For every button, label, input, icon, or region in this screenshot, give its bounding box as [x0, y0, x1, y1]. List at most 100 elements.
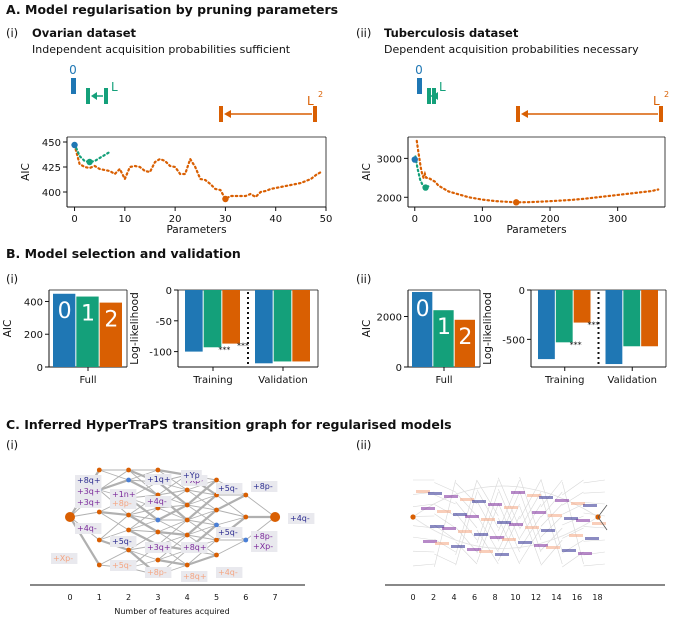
chart-b-i-full-category-label: Full — [79, 375, 96, 386]
graph-ii-tick-1: 2 — [431, 593, 436, 602]
chart-a-ii-xtick-label-2: 200 — [540, 214, 559, 225]
graph-i-label: +8p- — [253, 482, 273, 491]
chart-b-i-ll-ylabel: Log-likelihood — [129, 292, 141, 365]
graph-i-edge — [128, 514, 159, 533]
graph-i-node — [184, 562, 190, 568]
schem-a-i-modelL-arrowhead — [91, 92, 97, 100]
chart-a-i-ytick-label-0: 400 — [42, 188, 61, 199]
chart-b-ii-ll-bar-validation-1 — [623, 290, 641, 347]
graph-ii-label — [518, 541, 532, 544]
graph-ii-edge — [561, 481, 584, 565]
graph-ii-edge — [434, 513, 456, 529]
graph-ii-label — [451, 545, 465, 548]
schem-a-ii-model0-label: 0 — [415, 63, 423, 77]
graph-ii-label — [472, 500, 486, 503]
graph-ii-label — [548, 514, 562, 517]
chart-b-ii-full-bar-label-2: 2 — [458, 325, 472, 350]
schem-a-ii-modelL-bar-left — [427, 88, 431, 104]
graph-i-node — [214, 507, 219, 513]
graph-i-edge — [128, 469, 159, 496]
graph-i-edge — [157, 519, 188, 533]
graph-ii-edge — [455, 491, 478, 566]
graph-i-edge — [186, 553, 217, 567]
graph-ii-edge — [434, 494, 456, 505]
graph-ii-edge — [540, 515, 563, 538]
graph-ii-edge — [412, 550, 435, 553]
panel-b-ii-tag: (ii) — [356, 272, 371, 286]
graph-i-node — [126, 512, 131, 518]
chart-a-i-series-green — [73, 142, 111, 164]
graph-i-edge — [157, 489, 188, 496]
graph-i-node — [155, 517, 161, 523]
graph-i-node — [184, 502, 190, 508]
graph-i-node — [96, 562, 102, 568]
graph-i-tick-3: 3 — [155, 593, 160, 602]
graph-ii-edge — [540, 539, 563, 566]
graph-i-label: +4q- — [147, 497, 167, 506]
graph-ii-edge — [583, 526, 605, 529]
graph-i-xlabel: Number of features acquired — [114, 607, 229, 616]
heading-b: B. Model selection and validation — [6, 246, 241, 261]
chart-a-i-min-point-orange — [222, 195, 229, 203]
graph-ii-edge — [519, 503, 542, 539]
graph-ii-label — [532, 511, 546, 514]
graph-ii-label — [509, 523, 523, 526]
panel-b-i-tag: (i) — [6, 272, 18, 286]
graph-i-tick-0: 0 — [67, 593, 72, 602]
graph-ii-edge — [412, 536, 435, 541]
graph-i-label-bg — [145, 542, 172, 553]
graph-i-edge — [99, 549, 129, 566]
graph-ii-edge — [583, 539, 605, 542]
chart-b-ii-ll-sig-1: *** — [570, 340, 582, 349]
chart-a-i-min-point-green — [86, 158, 93, 166]
chart-b-ii-full-bar-0 — [412, 292, 433, 367]
graph-ii-label — [564, 517, 578, 520]
schem-a-ii-modelL-arrowhead — [432, 92, 438, 100]
graph-ii-label — [495, 553, 509, 556]
graph-i-label-bg — [75, 486, 102, 497]
graph-i-edge — [128, 479, 159, 496]
chart-b-i-full-bar-label-0: 0 — [58, 299, 72, 324]
graph-i-edge — [157, 504, 188, 509]
graph-ii-label — [467, 548, 481, 551]
graph-ii-start-node — [410, 514, 416, 520]
schem-a-i-modelL-bar-right — [104, 88, 108, 104]
graph-ii-edge — [583, 479, 605, 484]
graph-ii-edge — [498, 489, 520, 541]
graph-ii-label — [488, 503, 502, 506]
graph-i-label: +4q- — [218, 568, 238, 577]
graph-i-edge — [157, 469, 188, 491]
graph-i-edge — [157, 530, 188, 537]
graph-i-tick-7: 7 — [273, 593, 278, 602]
graph-i-label-bg — [110, 489, 137, 500]
chart-b-i-full-bar-1 — [76, 296, 99, 367]
graph-ii-label — [546, 546, 560, 549]
graph-ii-label — [504, 506, 518, 509]
chart-b-ii-full-bar-label-1: 1 — [437, 315, 451, 340]
chart-b-ii-ll-ytick-label-1: -500 — [502, 335, 525, 346]
figure-marks: A. Model regularisation by pruning param… — [2, 2, 669, 616]
graph-i-node — [126, 477, 131, 483]
graph-ii-tick-6: 12 — [531, 593, 541, 602]
graph-i-tick-1: 1 — [97, 593, 102, 602]
graph-ii-tick-0: 0 — [410, 593, 415, 602]
graph-i-label: +Yp — [183, 471, 200, 480]
graph-i-label: +1n+ — [112, 490, 136, 499]
graph-i-node — [155, 557, 161, 563]
graph-i-edge — [99, 469, 129, 481]
chart-a-ii-ytick-label-0: 2000 — [377, 193, 402, 204]
chart-b-ii-ll-bar-validation-2 — [641, 290, 658, 347]
chart-b-ii-ll-bar-training-2 — [573, 290, 591, 323]
chart-b-i-ll-category-1: Validation — [258, 375, 307, 386]
chart-b-i-full-ytick-label-2: 400 — [24, 297, 43, 308]
graph-i-label: +Xp- — [53, 554, 73, 563]
graph-i-node — [96, 467, 102, 473]
graph-i-edge — [128, 519, 159, 531]
graph-i-edge — [128, 507, 159, 516]
chart-a-i-xlabel: Parameters — [166, 224, 226, 236]
graph-ii-edge — [498, 503, 520, 551]
graph-ii-edge — [519, 527, 542, 563]
graph-i-edge — [99, 510, 129, 517]
graph-ii-edge — [434, 482, 456, 493]
